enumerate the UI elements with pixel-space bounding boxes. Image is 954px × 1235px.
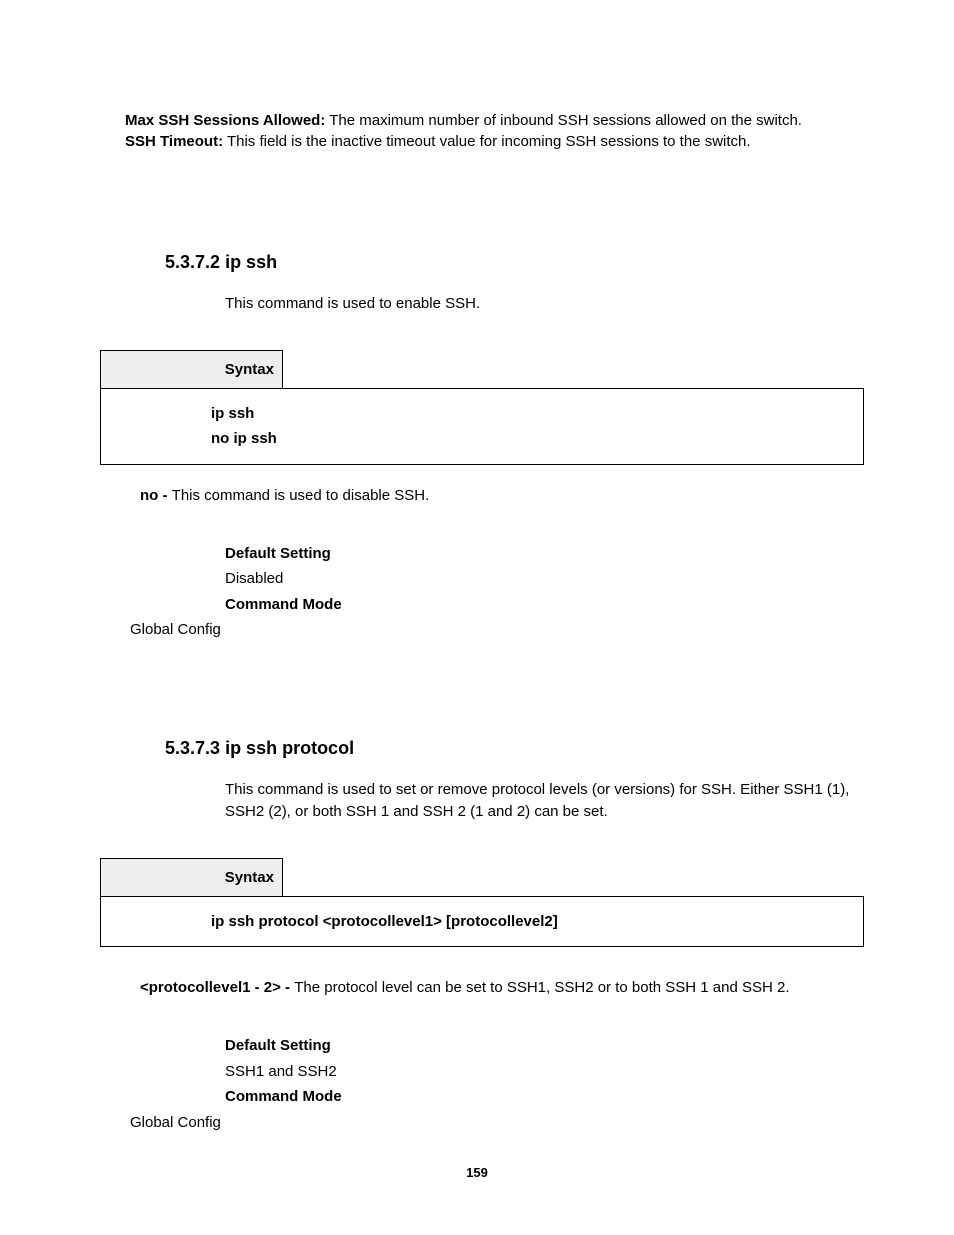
syntax-table-protocol: Syntax ip ssh protocol <protocollevel1> … — [100, 858, 864, 948]
max-sessions-label: Max SSH Sessions Allowed: — [125, 112, 325, 129]
default-setting-block-1: Default Setting Disabled Command Mode — [225, 541, 864, 618]
section-number: 5.3.7.2 — [165, 252, 220, 272]
param-note: <protocollevel1 - 2> - The protocol leve… — [140, 977, 864, 998]
section-title: ip ssh — [225, 252, 277, 272]
syntax-empty-cell — [283, 350, 864, 388]
page-container: Max SSH Sessions Allowed: The maximum nu… — [0, 0, 954, 1235]
intro-paragraph: Max SSH Sessions Allowed: The maximum nu… — [125, 110, 834, 152]
max-sessions-text: The maximum number of inbound SSH sessio… — [325, 112, 802, 129]
section-title: ip ssh protocol — [225, 738, 354, 758]
syntax-header: Syntax — [101, 858, 283, 896]
section-heading-protocol: 5.3.7.3 ip ssh protocol — [165, 738, 864, 759]
syntax-cmd: ip ssh protocol <protocollevel1> [protoc… — [211, 913, 558, 930]
syntax-table-ipssh: Syntax ip ssh no ip ssh — [100, 350, 864, 465]
no-label: no - — [140, 487, 172, 504]
syntax-body: ip ssh no ip ssh — [101, 388, 864, 464]
syntax-header: Syntax — [101, 350, 283, 388]
default-label: Default Setting — [225, 1033, 864, 1059]
mode-label: Command Mode — [225, 1084, 864, 1110]
page-number: 159 — [0, 1165, 954, 1180]
mode-value-2: Global Config — [130, 1114, 864, 1131]
section-number: 5.3.7.3 — [165, 738, 220, 758]
param-text: The protocol level can be set to SSH1, S… — [294, 979, 789, 996]
ssh-timeout-text: This field is the inactive timeout value… — [223, 133, 750, 150]
default-value: Disabled — [225, 566, 864, 592]
section-desc-protocol: This command is used to set or remove pr… — [225, 779, 864, 823]
syntax-body: ip ssh protocol <protocollevel1> [protoc… — [101, 896, 864, 947]
no-text: This command is used to disable SSH. — [172, 487, 430, 504]
default-value: SSH1 and SSH2 — [225, 1059, 864, 1085]
ssh-timeout-label: SSH Timeout: — [125, 133, 223, 150]
param-label: <protocollevel1 - 2> - — [140, 979, 294, 996]
mode-value-1: Global Config — [130, 621, 864, 638]
syntax-cmd1: ip ssh — [211, 405, 254, 422]
section-desc-ipssh: This command is used to enable SSH. — [225, 293, 864, 315]
section-heading-ipssh: 5.3.7.2 ip ssh — [165, 252, 864, 273]
no-note: no - This command is used to disable SSH… — [140, 485, 864, 506]
syntax-empty-cell — [283, 858, 864, 896]
mode-label: Command Mode — [225, 592, 864, 618]
syntax-cmd2: no ip ssh — [211, 430, 277, 447]
default-setting-block-2: Default Setting SSH1 and SSH2 Command Mo… — [225, 1033, 864, 1110]
default-label: Default Setting — [225, 541, 864, 567]
